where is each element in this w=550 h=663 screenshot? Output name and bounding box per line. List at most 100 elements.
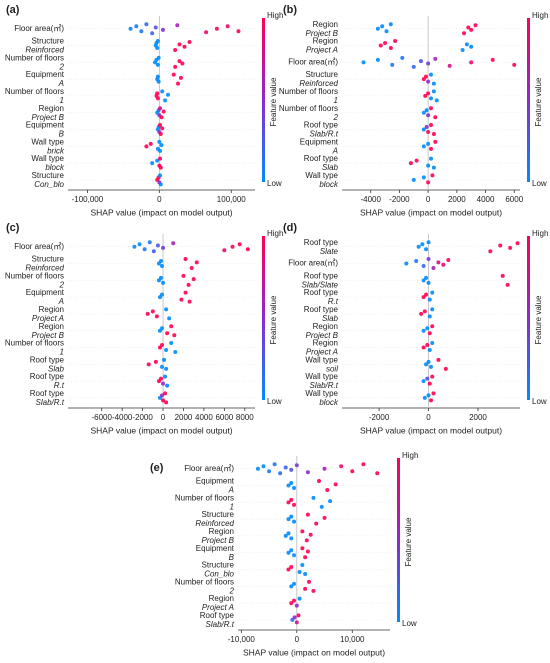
shap-point [512, 62, 517, 67]
feature-value: block [319, 180, 339, 189]
shap-point [408, 161, 413, 166]
shap-point [150, 161, 155, 166]
shap-point [186, 282, 191, 287]
panel: (c) -6000 -4000 -2000 0 2000 4000 6000 8000 SHAP … [5, 222, 284, 435]
feature-name: Number of floors [5, 87, 64, 96]
x-tick-label: -100,000 [72, 195, 104, 204]
feature-name: Region [313, 339, 338, 348]
shap-point [311, 495, 316, 500]
feature-name: Floor area(㎡) [184, 464, 234, 473]
shap-point [433, 115, 438, 120]
x-tick-label: 0 [161, 413, 166, 422]
shap-point [148, 141, 153, 146]
shap-point [158, 173, 163, 178]
colorbar-high: High [267, 11, 283, 20]
shap-point [158, 132, 163, 137]
shap-point [426, 91, 431, 96]
x-tick-label: 4000 [195, 413, 213, 422]
feature-name: Floor area(㎡) [14, 24, 64, 33]
feature-name: Region [39, 322, 64, 331]
shap-point [160, 264, 165, 269]
shap-point [426, 257, 431, 262]
shap-point [411, 64, 416, 69]
shap-point [390, 62, 395, 67]
shap-point [431, 132, 436, 137]
shap-point [430, 341, 435, 346]
feature-value: Slab [322, 163, 339, 172]
feature-value: Slab [322, 314, 339, 323]
shap-point [308, 532, 313, 537]
shap-point [158, 123, 163, 128]
feature-name: Roof type [304, 305, 339, 314]
shap-point [161, 280, 166, 285]
feature-value: 1 [60, 96, 64, 105]
feature-name: Structure [32, 255, 65, 264]
shap-point [144, 22, 149, 27]
feature-name: Region [313, 322, 338, 331]
shap-point [469, 60, 474, 65]
feature-name: Floor area(㎡) [288, 57, 338, 66]
shap-point [429, 398, 433, 403]
shap-point [155, 243, 160, 248]
shap-point [255, 466, 260, 471]
feature-name: Number of floors [5, 339, 64, 348]
x-tick-label: 0 [426, 195, 431, 204]
colorbar-high: High [532, 11, 548, 20]
shap-point [158, 259, 163, 264]
shap-point [155, 46, 160, 51]
x-tick-label: 0 [426, 413, 431, 422]
feature-name: Structure [306, 70, 339, 79]
shap-point [161, 381, 166, 386]
colorbar-high: High [267, 229, 283, 238]
x-tick-label: -10,000 [228, 635, 256, 644]
feature-value: 2 [59, 62, 65, 71]
panel: (e) -10,000 0 10,000 SHAP value (impact on m… [150, 451, 418, 657]
shap-point [422, 309, 427, 314]
shap-point [297, 596, 302, 601]
feature-value: Reinforced [195, 519, 234, 528]
shap-point [426, 280, 431, 285]
x-tick-label: 2000 [448, 195, 466, 204]
feature-value: Slab/R.t [206, 620, 235, 629]
colorbar-low: Low [267, 397, 282, 406]
feature-value: Project B [32, 113, 65, 122]
shap-point [490, 57, 495, 62]
shap-point [161, 245, 166, 250]
shap-point [289, 514, 294, 519]
colorbar-label: Feature value [534, 295, 543, 344]
feature-name: Structure [32, 171, 65, 180]
feature-name: Number of floors [175, 493, 234, 502]
shap-point [427, 331, 432, 336]
shap-point [426, 393, 431, 398]
feature-value: Project B [32, 331, 65, 340]
shap-point [289, 497, 294, 502]
feature-value: Project B [306, 29, 339, 38]
feature-value: Project A [306, 348, 338, 357]
feature-name: Wall type [305, 171, 338, 180]
x-tick-label: 8000 [236, 413, 254, 422]
feature-value: B [229, 553, 235, 562]
x-tick-label: -2000 [132, 413, 153, 422]
shap-point [289, 536, 294, 541]
panel-label: (b) [283, 4, 297, 16]
shap-point [155, 62, 160, 67]
shap-point [430, 307, 435, 312]
feature-value: Project A [32, 314, 64, 323]
shap-point [421, 328, 426, 333]
feature-name: Structure [202, 561, 235, 570]
shap-point [158, 148, 163, 153]
shap-point [350, 469, 355, 474]
shap-point [161, 109, 166, 114]
shap-point [296, 613, 301, 618]
shap-point [404, 261, 409, 266]
shap-point [160, 27, 165, 32]
shap-point [159, 143, 164, 148]
shap-point [156, 79, 161, 84]
shap-point [169, 324, 174, 329]
shap-point [292, 486, 297, 491]
shap-point [294, 620, 299, 625]
shap-point [176, 81, 181, 86]
shap-point [427, 381, 432, 386]
shap-point [150, 309, 155, 314]
shap-point [173, 48, 178, 53]
